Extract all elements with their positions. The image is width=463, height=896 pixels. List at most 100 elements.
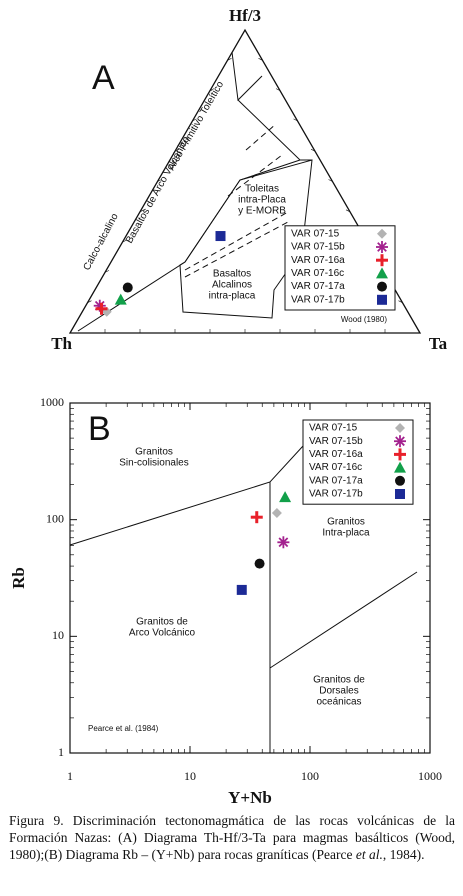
data-point <box>122 282 133 293</box>
data-point <box>254 558 265 569</box>
side-tick <box>104 270 110 273</box>
field-label: oceánicas <box>316 697 361 708</box>
legend-box <box>284 225 396 311</box>
data-point <box>114 293 127 305</box>
legend-marker <box>394 435 406 448</box>
legend-marker <box>395 489 405 499</box>
legend-marker <box>395 475 405 486</box>
data-point <box>271 508 282 519</box>
caption-italic: et al. <box>355 847 383 862</box>
side-tick <box>227 58 232 61</box>
legend-box <box>302 419 414 505</box>
corner-label: Ta <box>429 334 448 353</box>
data-point <box>95 302 108 315</box>
field-label: y E-MORB <box>238 206 286 217</box>
data-point <box>236 584 247 595</box>
side-tick <box>328 179 333 182</box>
legend-marker <box>376 267 388 279</box>
side-tick <box>157 179 162 182</box>
legend-marker <box>395 423 405 433</box>
corner-label: Th <box>51 334 72 353</box>
credit: Pearce et al. (1984) <box>88 724 159 733</box>
side-tick <box>87 300 92 303</box>
side-tick <box>139 209 145 213</box>
field-label: intra-placa <box>209 291 256 302</box>
field-label: Toleitas <box>245 184 279 195</box>
legend-label: VAR 07-15b <box>309 436 363 447</box>
legend-marker <box>377 228 387 239</box>
field-label: Dorsales <box>319 686 358 697</box>
boundary <box>245 123 277 151</box>
x-tick-label: 1000 <box>418 769 442 783</box>
field-label: Granitos <box>135 447 173 458</box>
field-label: intra-Placa <box>238 195 286 206</box>
caption-text: , 1984). <box>382 847 425 862</box>
field-label: Basaltos de Arco Volcánico <box>124 134 192 245</box>
field-label: Alcalinos <box>212 280 252 291</box>
side-tick <box>174 148 180 152</box>
side-tick <box>398 300 403 303</box>
boundary <box>184 211 289 271</box>
legend-label: VAR 07-16c <box>291 268 344 279</box>
legend-marker <box>376 254 388 267</box>
x-tick-label: 1 <box>67 769 73 783</box>
boundary <box>227 154 283 197</box>
side-tick <box>310 148 316 152</box>
y-tick-label: 10 <box>52 628 64 642</box>
legend-label: VAR 07-15 <box>291 228 340 239</box>
legend-label: VAR 07-17b <box>291 294 345 305</box>
field-boundaries-b <box>69 445 418 753</box>
data-point <box>277 536 290 549</box>
field-label: Granitos de <box>313 675 365 686</box>
field-label: Sin-colisionales <box>119 458 188 469</box>
legend-marker <box>377 294 387 305</box>
panel-label: B <box>88 410 111 448</box>
figure-caption: Figura 9. Discriminación tectonomagmátic… <box>9 812 455 863</box>
boundary <box>237 99 312 161</box>
data-point <box>250 511 263 524</box>
legend-label: VAR 07-16a <box>291 255 345 266</box>
side-tick <box>258 58 263 61</box>
boundary <box>269 571 418 669</box>
legend-marker <box>377 281 387 292</box>
corner-label: Hf/3 <box>229 6 261 25</box>
marker-stroke <box>395 436 405 447</box>
legend-label: VAR 07-15 <box>309 423 358 434</box>
legend-label: VAR 07-16a <box>309 449 363 460</box>
credit: Wood (1980) <box>341 315 387 324</box>
legend-marker <box>394 448 406 461</box>
x-axis-label: Y+Nb <box>228 788 272 807</box>
legend-label: VAR 07-17a <box>291 281 345 292</box>
field-label: Intra-placa <box>322 528 370 539</box>
side-tick <box>209 88 215 91</box>
marker-stroke <box>278 537 289 548</box>
legend-label: VAR 07-16c <box>309 462 362 473</box>
side-tick <box>345 209 351 213</box>
caption-text: Figura 9. Discriminación tectonomagmátic… <box>9 813 455 862</box>
panel-label: A <box>92 59 115 97</box>
y-tick-label: 1 <box>58 745 64 759</box>
y-axis-label: Rb <box>9 567 28 589</box>
field-label: Calco-alcalino <box>82 211 121 272</box>
plot-frame <box>69 402 431 754</box>
y-tick-label: 1000 <box>40 395 64 409</box>
side-tick <box>192 118 197 122</box>
side-tick <box>275 88 281 91</box>
field-label: Basaltos <box>213 269 251 280</box>
data-point <box>279 491 292 503</box>
side-tick <box>293 118 298 122</box>
side-tick <box>122 239 127 243</box>
legend-label: VAR 07-17a <box>309 475 363 486</box>
field-label: Granitos <box>327 517 365 528</box>
y-tick-label: 100 <box>46 511 64 525</box>
marker-stroke <box>377 242 387 252</box>
legend-label: VAR 07-15b <box>291 242 345 253</box>
x-tick-label: 100 <box>301 769 319 783</box>
x-tick-label: 10 <box>184 769 196 783</box>
legend-marker <box>394 461 406 473</box>
data-point <box>215 231 226 242</box>
legend-marker <box>376 241 388 253</box>
field-label: Granitos de <box>136 617 188 628</box>
